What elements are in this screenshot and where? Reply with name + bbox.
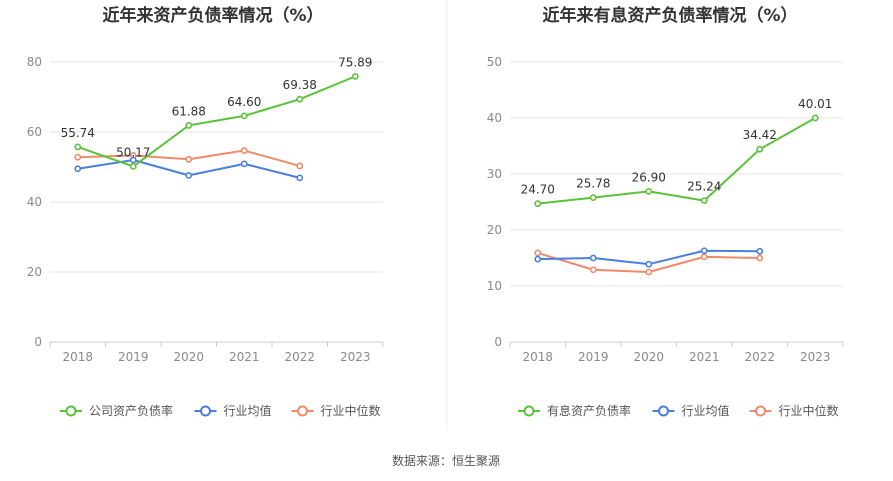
y-tick-label: 20 (487, 223, 502, 237)
x-tick-label: 2020 (633, 350, 664, 364)
legend-item[interactable]: 行业均值 (194, 403, 272, 418)
data-point (645, 268, 653, 276)
data-label: 25.24 (687, 180, 721, 194)
data-label: 26.90 (632, 170, 666, 184)
data-point (700, 253, 708, 261)
data-point (811, 114, 819, 122)
y-tick-label: 80 (27, 55, 42, 69)
x-tick-label: 2020 (173, 350, 204, 364)
legend-item[interactable]: 行业中位数 (291, 403, 381, 418)
x-tick-label: 2022 (744, 350, 775, 364)
x-tick-label: 2018 (62, 350, 93, 364)
x-tick-label: 2021 (229, 350, 260, 364)
data-point (756, 247, 764, 255)
data-point (185, 171, 193, 179)
data-label: 55.74 (61, 126, 95, 140)
data-label: 64.60 (227, 95, 261, 109)
data-point (645, 187, 653, 195)
y-tick-label: 40 (487, 111, 502, 125)
legend-item[interactable]: 公司资产负债率 (60, 403, 173, 418)
y-tick-label: 60 (27, 125, 42, 139)
x-tick-label: 2018 (522, 350, 553, 364)
x-tick-label: 2019 (118, 350, 149, 364)
legend-label: 公司资产负债率 (89, 403, 173, 418)
data-point (185, 155, 193, 163)
chart-title: 近年来有息资产负债率情况（%） (542, 5, 797, 26)
y-tick-label: 30 (487, 167, 502, 181)
data-label: 40.01 (798, 97, 832, 111)
legend-label: 行业中位数 (779, 403, 839, 418)
y-tick-label: 10 (487, 279, 502, 293)
data-label: 24.70 (521, 183, 555, 197)
legend-item[interactable]: 行业均值 (652, 403, 730, 418)
x-tick-label: 2023 (340, 350, 371, 364)
legend-label: 行业中位数 (321, 403, 381, 418)
x-tick-label: 2023 (800, 350, 831, 364)
data-point (700, 197, 708, 205)
series-line (77, 75, 356, 168)
data-label: 50.17 (116, 145, 150, 159)
legend-marker (297, 405, 308, 417)
data-point (351, 72, 359, 80)
legend-marker (523, 405, 535, 417)
data-point (185, 122, 193, 129)
data-label: 69.38 (283, 78, 317, 92)
y-tick-label: 50 (487, 55, 502, 69)
x-tick-label: 2019 (578, 350, 609, 364)
data-point (296, 174, 304, 182)
data-point (74, 165, 82, 173)
data-label: 75.89 (338, 55, 372, 69)
data-point (296, 95, 304, 103)
data-label: 34.42 (743, 128, 777, 142)
data-point (240, 160, 248, 168)
data-point (756, 254, 764, 262)
data-point (129, 156, 137, 164)
legend-marker (658, 405, 669, 417)
data-label: 25.78 (576, 177, 610, 191)
legend-label: 行业均值 (682, 403, 730, 418)
y-tick-label: 0 (34, 335, 42, 349)
data-point (589, 194, 597, 202)
legend-marker (65, 405, 77, 417)
legend-label: 行业均值 (224, 403, 272, 418)
data-point (240, 112, 248, 120)
data-source: 数据来源：恒生聚源 (392, 453, 500, 468)
data-point (700, 247, 708, 255)
legend-item[interactable]: 行业中位数 (749, 403, 839, 418)
legend-marker (200, 405, 211, 417)
data-point (756, 145, 764, 153)
data-point (534, 255, 542, 263)
data-point (74, 143, 82, 151)
data-point (534, 200, 542, 208)
legend-item[interactable]: 有息资产负债率 (518, 403, 631, 418)
chart-title: 近年来资产负债率情况（%） (102, 5, 323, 26)
x-tick-label: 2022 (284, 350, 315, 364)
data-point (74, 153, 82, 161)
data-point (534, 249, 542, 257)
legend-marker (755, 405, 766, 417)
data-point (589, 266, 597, 274)
x-tick-label: 2021 (689, 350, 720, 364)
y-tick-label: 40 (27, 195, 42, 209)
data-point (240, 147, 248, 154)
data-label: 61.88 (172, 104, 206, 118)
legend-label: 有息资产负债率 (547, 403, 631, 418)
data-point (129, 163, 137, 170)
data-point (589, 254, 597, 262)
y-tick-label: 20 (27, 265, 42, 279)
data-point (645, 260, 653, 268)
data-point (296, 162, 304, 170)
y-tick-label: 0 (494, 335, 502, 349)
chart-panel-interest-debt-ratio: 近年来有息资产负债率情况（%） 0 10 20 30 40 50 2018 2019 2020 20… (487, 5, 844, 418)
series-line (537, 117, 816, 205)
chart-panel-debt-ratio: 近年来资产负债率情况（%） 0 20 40 60 80 2018 2019 2020 2021 20… (27, 5, 384, 418)
